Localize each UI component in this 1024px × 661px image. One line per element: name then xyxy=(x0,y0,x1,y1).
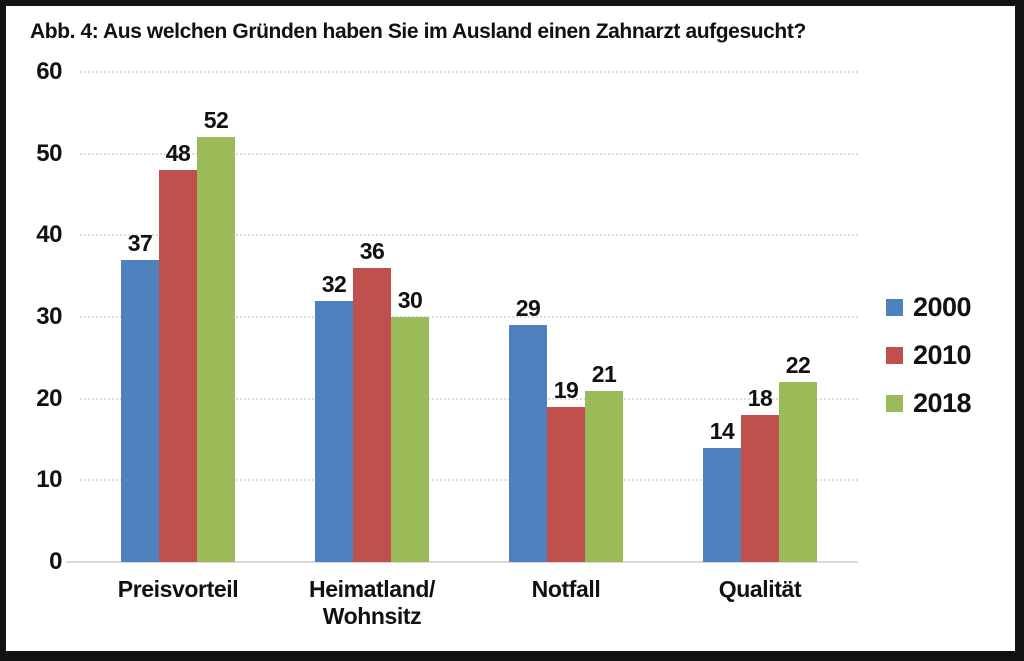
bar-value-label: 30 xyxy=(397,287,423,313)
legend: 2000 2010 2018 xyxy=(886,290,972,420)
y-axis-tick-label: 60 xyxy=(36,58,62,85)
legend-item: 2000 xyxy=(886,290,972,324)
y-axis-tick-label: 30 xyxy=(36,303,62,330)
bar xyxy=(197,137,235,562)
bar-value-label: 29 xyxy=(515,295,541,322)
bar xyxy=(315,300,353,562)
legend-item: 2010 xyxy=(886,338,972,372)
figure-inner: Abb. 4: Aus welchen Gründen haben Sie im… xyxy=(6,6,1015,651)
bar-value-label: 14 xyxy=(709,417,735,444)
bar-value-label: 52 xyxy=(203,107,229,134)
x-axis-category-label: Qualität xyxy=(718,576,802,602)
bar-value-label: 22 xyxy=(785,352,811,379)
gridline xyxy=(80,479,858,482)
legend-swatch xyxy=(886,346,903,364)
bar-value-label: 18 xyxy=(747,385,773,411)
y-axis-tick-label: 10 xyxy=(36,466,62,494)
gridline xyxy=(80,71,858,73)
x-axis-line xyxy=(66,561,858,563)
bar xyxy=(509,325,547,562)
bar-value-label: 36 xyxy=(359,238,385,264)
bar xyxy=(703,447,741,562)
legend-label: 2010 xyxy=(913,339,972,370)
gridline xyxy=(80,152,858,155)
bar-value-label: 37 xyxy=(127,229,153,256)
legend-label: 2000 xyxy=(913,291,972,322)
y-axis-tick-label: 50 xyxy=(36,139,62,167)
y-axis-tick-label: 20 xyxy=(36,384,62,412)
bar-value-label: 21 xyxy=(591,360,617,387)
x-axis-category-label: Heimatland/ Wohnsitz xyxy=(309,576,435,629)
bar xyxy=(779,382,817,562)
legend-label: 2018 xyxy=(913,387,972,418)
x-axis-category-label: Notfall xyxy=(531,576,601,602)
bar xyxy=(585,390,623,562)
bar xyxy=(121,259,159,562)
y-axis-tick-label: 0 xyxy=(49,548,62,575)
legend-item: 2018 xyxy=(886,386,972,420)
x-axis-category-label: Preisvorteil xyxy=(117,576,239,602)
bar-value-label: 19 xyxy=(553,376,579,403)
bar xyxy=(391,317,429,562)
gridline xyxy=(80,234,858,237)
bar xyxy=(547,406,585,562)
bar xyxy=(159,170,197,562)
gridline xyxy=(80,397,858,400)
legend-swatch xyxy=(886,298,903,316)
bar xyxy=(353,268,391,562)
gridline xyxy=(80,316,858,318)
bar xyxy=(741,415,779,562)
chart-title: Abb. 4: Aus welchen Gründen haben Sie im… xyxy=(30,20,806,43)
bar-value-label: 48 xyxy=(165,140,191,166)
legend-swatch xyxy=(886,394,903,412)
y-axis-tick-label: 40 xyxy=(36,221,62,249)
bar-value-label: 32 xyxy=(321,270,347,297)
